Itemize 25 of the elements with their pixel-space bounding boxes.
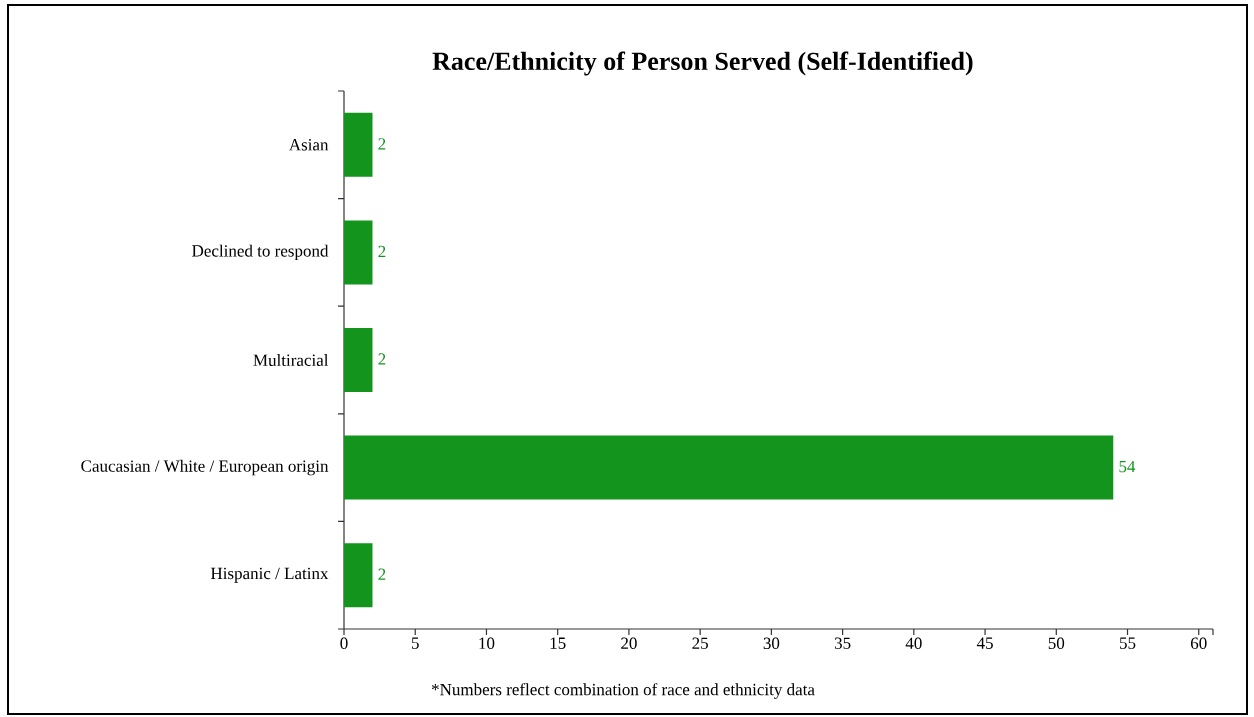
data-label: 54 <box>1119 460 1136 473</box>
y-tick-label: Multiracial <box>253 354 329 366</box>
x-tick-label: 5 <box>411 637 419 649</box>
y-tick-label: Caucasian / White / European origin <box>81 459 329 476</box>
data-label: 2 <box>378 568 386 580</box>
text: *Numbers reflect combination of race and ethnicity data <box>431 683 815 699</box>
data-label: 2 <box>378 138 386 150</box>
x-tick-label: 50 <box>1048 637 1065 649</box>
x-tick-label: 0 <box>340 637 348 649</box>
x-tick-label: 55 <box>1120 637 1136 649</box>
x-tick-label: 25 <box>692 637 708 649</box>
data-label: 2 <box>378 353 386 365</box>
data-label: 2 <box>378 245 386 258</box>
x-tick-label: 40 <box>905 637 922 649</box>
x-tick-label: 45 <box>976 637 993 649</box>
x-tick-label: 20 <box>621 637 637 649</box>
x-tick-label: 60 <box>1190 637 1207 649</box>
y-tick-label: Asian <box>288 139 329 151</box>
x-tick-label: 35 <box>834 637 851 649</box>
x-tick-label: 30 <box>763 637 780 649</box>
y-tick-label: Declined to respond <box>192 244 329 261</box>
x-tick-label: 10 <box>479 637 495 649</box>
chart-title: Race/Ethnicity of Person Served (Self-Identified) <box>432 51 973 76</box>
x-tick-label: 15 <box>550 637 566 649</box>
y-tick-label: Hispanic / Latinx <box>210 567 329 583</box>
